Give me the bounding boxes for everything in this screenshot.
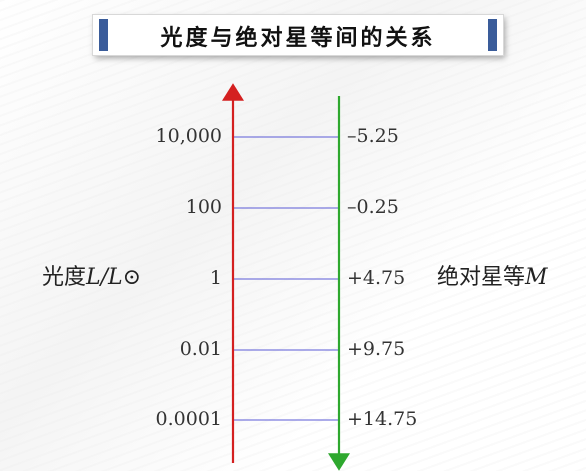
luminosity-axis-title-symbol: L/L⊙ <box>86 265 142 290</box>
title-right-accent <box>488 19 497 51</box>
luminosity-axis-title: 光度L/L⊙ <box>42 259 141 291</box>
magnitude-tick-label: –0.25 <box>347 196 399 218</box>
magnitude-axis-title: 绝对星等M <box>437 259 548 291</box>
luminosity-tick-label: 100 <box>185 196 222 218</box>
title-left-accent <box>99 19 108 51</box>
magnitude-axis-title-prefix: 绝对星等 <box>437 265 526 290</box>
magnitude-tick-label: –5.25 <box>347 125 399 147</box>
luminosity-tick-label: 0.0001 <box>155 408 222 430</box>
luminosity-tick-label: 1 <box>209 267 222 289</box>
magnitude-tick-label: +14.75 <box>347 408 418 430</box>
page-title: 光度与绝对星等间的关系 <box>160 26 436 51</box>
luminosity-tick-label: 10,000 <box>155 125 222 147</box>
title-bar: 光度与绝对星等间的关系 <box>93 15 503 55</box>
magnitude-tick-label: +9.75 <box>347 338 406 360</box>
connector-lines <box>233 136 339 421</box>
magnitude-tick-label: +4.75 <box>347 267 406 289</box>
magnitude-axis-title-symbol: M <box>525 265 548 290</box>
luminosity-tick-label: 0.01 <box>179 338 222 360</box>
luminosity-axis-title-prefix: 光度 <box>42 265 87 290</box>
